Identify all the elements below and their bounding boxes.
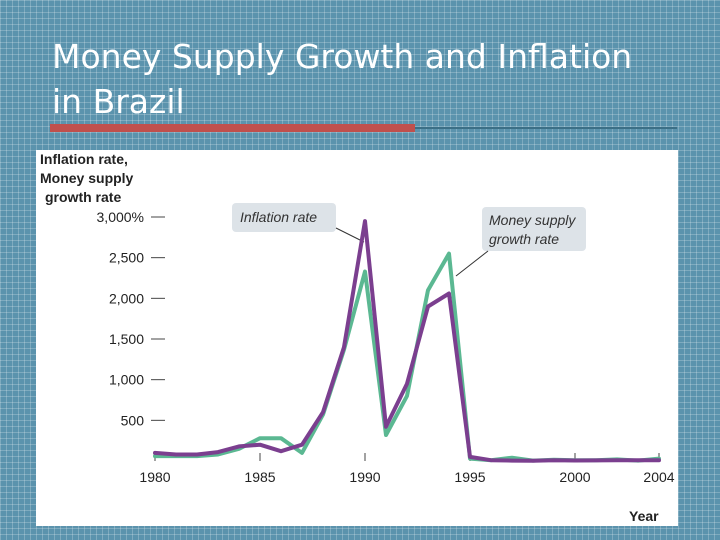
y-axis-label-line1: Inflation rate, — [40, 151, 128, 167]
axis-ticks: 500 1,000 1,500 2,000 2,500 3,000% 1980 1985 199… — [97, 209, 675, 485]
y-tick-label: 500 — [121, 412, 145, 428]
x-tick-label: 1990 — [349, 469, 380, 485]
inflation-rate-point — [468, 455, 472, 459]
inflation-callout-text: Inflation rate — [240, 209, 317, 225]
money-supply-growth-rate-point — [426, 288, 430, 292]
y-tick-label: 1,000 — [109, 372, 144, 388]
y-tick-label: 1,500 — [109, 331, 144, 347]
chart: Inflation rate, Money supply growth rate… — [40, 151, 675, 524]
inflation-rate-point — [426, 304, 430, 309]
money-supply-callout-text-line2: growth rate — [489, 231, 559, 247]
money-supply-growth-rate-point — [510, 456, 514, 460]
money-supply-growth-rate-line — [153, 251, 661, 463]
money-supply-callout-pointer — [455, 250, 489, 277]
money-supply-growth-rate-point — [363, 269, 367, 274]
money-supply-growth-rate-point — [447, 252, 451, 256]
series-lines — [153, 219, 661, 463]
inflation-rate-point — [447, 291, 451, 296]
money-supply-growth-rate-point — [153, 454, 157, 458]
inflation-rate-point — [216, 450, 220, 454]
inflation-callout-pointer — [335, 227, 365, 243]
inflation-rate-point — [489, 458, 493, 462]
money-supply-growth-rate-point — [405, 394, 409, 398]
y-tick-label: 2,500 — [109, 250, 144, 266]
money-supply-callout-box — [482, 207, 586, 251]
x-tick-label: 2004 — [643, 469, 674, 485]
slide-title-line2: in Brazil — [52, 82, 185, 121]
inflation-rate-point — [573, 458, 577, 463]
inflation-rate-point — [258, 443, 262, 447]
annotations: Inflation rate Money supply growth rate — [232, 203, 586, 277]
inflation-rate-point — [657, 458, 661, 462]
inflation-rate-point — [636, 458, 640, 462]
money-supply-callout-text-line1: Money supply — [489, 212, 576, 228]
inflation-rate-point — [153, 451, 157, 455]
inflation-rate-point — [510, 458, 514, 463]
chart-panel: Inflation rate, Money supply growth rate… — [36, 150, 678, 526]
slide-title: Money Supply Growth and Inflation in Bra… — [52, 34, 692, 124]
inflation-rate-point — [363, 219, 367, 223]
x-tick-label: 1995 — [454, 469, 485, 485]
y-tick-label: 2,000 — [109, 290, 144, 306]
x-tick-label: 1985 — [244, 469, 275, 485]
inflation-rate-point — [384, 425, 388, 429]
inflation-rate-line — [153, 219, 661, 463]
inflation-rate-point — [405, 382, 409, 386]
title-underline-accent — [50, 124, 415, 132]
inflation-rate-point — [552, 458, 556, 462]
inflation-rate-point — [195, 452, 199, 457]
y-axis-label-line3: growth rate — [45, 189, 121, 205]
slide-title-line1: Money Supply Growth and Inflation — [52, 37, 633, 76]
x-tick-label: 2000 — [559, 469, 590, 485]
money-supply-growth-rate-point — [258, 436, 262, 440]
y-axis-label-line2: Money supply — [40, 170, 134, 186]
inflation-rate-point — [237, 444, 241, 448]
inflation-rate-point — [594, 458, 598, 463]
inflation-rate-point — [531, 459, 535, 463]
inflation-rate-point — [174, 452, 178, 457]
inflation-rate-point — [342, 345, 346, 349]
title-underline-thin — [415, 127, 677, 129]
inflation-rate-point — [300, 443, 304, 447]
x-axis-label: Year — [629, 508, 659, 524]
inflation-rate-point — [279, 449, 283, 453]
money-supply-growth-rate-point — [279, 436, 283, 440]
money-supply-growth-rate-point — [384, 433, 388, 437]
money-supply-growth-rate-point — [300, 451, 304, 455]
y-tick-label: 3,000% — [97, 209, 144, 225]
inflation-rate-point — [615, 458, 619, 462]
inflation-callout-box — [232, 203, 336, 232]
x-tick-label: 1980 — [139, 469, 170, 485]
inflation-rate-point — [321, 410, 325, 414]
